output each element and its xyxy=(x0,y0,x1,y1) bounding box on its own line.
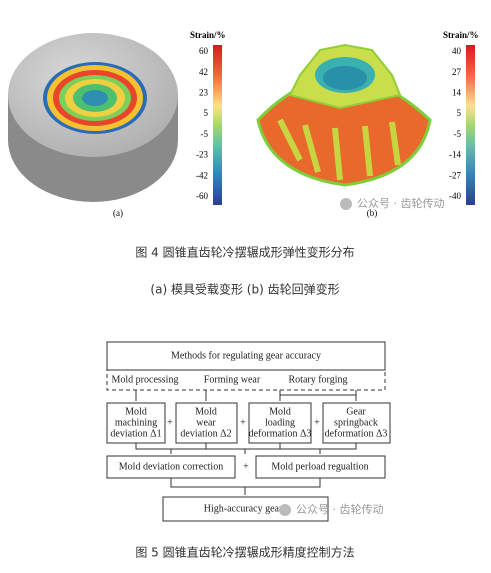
plus-sign: + xyxy=(167,417,173,428)
panel-label: (a) xyxy=(113,208,123,218)
node-label: Mold perload regualtion xyxy=(271,461,368,472)
node-label: machining xyxy=(115,417,157,428)
node-label: Methods for regulating gear accuracy xyxy=(171,350,321,361)
node-label: wear xyxy=(196,417,216,428)
plus-sign: + xyxy=(240,417,246,428)
colorbar xyxy=(466,45,475,205)
colorbar-tick-label: 23 xyxy=(199,87,209,97)
watermark-text: 公众号 · 齿轮传动 xyxy=(296,502,384,516)
flowchart-text: Methods for regulating gear accuracy Mold… xyxy=(110,350,387,514)
source-label: Mold processing xyxy=(112,374,179,385)
watermark: 公众号 · 齿轮传动 xyxy=(340,196,445,210)
gear-render xyxy=(256,43,432,187)
panel-label: (b) xyxy=(367,208,378,218)
flowchart-shapes xyxy=(106,341,391,522)
source-label: Forming wear xyxy=(204,374,261,385)
caption: 图 5 圆锥直齿轮冷摆辗成形精度控制方法 xyxy=(135,545,354,560)
caption: 图 4 圆锥直齿轮冷摆辗成形弹性变形分布 xyxy=(135,245,354,260)
node-label: Mold deviation correction xyxy=(119,461,223,472)
plus-sign: + xyxy=(314,417,320,428)
colorbar-tick-label: -42 xyxy=(196,170,208,180)
die-render xyxy=(8,33,178,202)
colorbar-tick-label: -14 xyxy=(449,150,461,160)
node-label: Mold xyxy=(125,406,147,417)
node-label: deviation Δ1 xyxy=(110,428,161,439)
colorbar-tick-label: 14 xyxy=(452,87,462,97)
colorbar-tick-label: 60 xyxy=(199,46,209,56)
node-label: Mold xyxy=(195,406,217,417)
colorbar xyxy=(213,45,222,205)
colorbar-tick-label: 5 xyxy=(204,108,209,118)
node-label: deformation Δ3 xyxy=(249,428,312,439)
colorbar-tick-label: -23 xyxy=(196,150,208,160)
colorbar-tick-label: -27 xyxy=(449,170,461,180)
colorbar-tick-label: 5 xyxy=(457,108,462,118)
colorbar-tick-label: 42 xyxy=(199,67,208,77)
colorbar-tick-label: -40 xyxy=(449,191,461,201)
watermark: 公众号 · 齿轮传动 xyxy=(279,502,384,516)
node-label: loading xyxy=(265,417,295,428)
colorbar-tick-label: 27 xyxy=(452,67,462,77)
node-label: Gear xyxy=(346,406,366,417)
node-label: High-accuracy gears xyxy=(204,503,287,514)
node-label: Mold xyxy=(269,406,291,417)
colorbar-tick-label: -60 xyxy=(196,191,208,201)
plus-sign: + xyxy=(243,461,249,472)
node-label: deformation Δ3 xyxy=(325,428,388,439)
source-label: Rotary forging xyxy=(289,374,348,385)
colorbar-title: Strain/% xyxy=(190,30,226,40)
watermark-text: 公众号 · 齿轮传动 xyxy=(357,196,445,210)
node-label: springback xyxy=(334,417,378,428)
node-label: deviation Δ2 xyxy=(180,428,231,439)
colorbar-tick-label: -5 xyxy=(454,129,462,139)
subcaption: (a) 模具受载变形 (b) 齿轮回弹变形 xyxy=(150,282,339,297)
colorbar-tick-label: -5 xyxy=(201,129,209,139)
colorbar-tick-label: 40 xyxy=(452,46,462,56)
colorbar-title: Strain/% xyxy=(443,30,479,40)
